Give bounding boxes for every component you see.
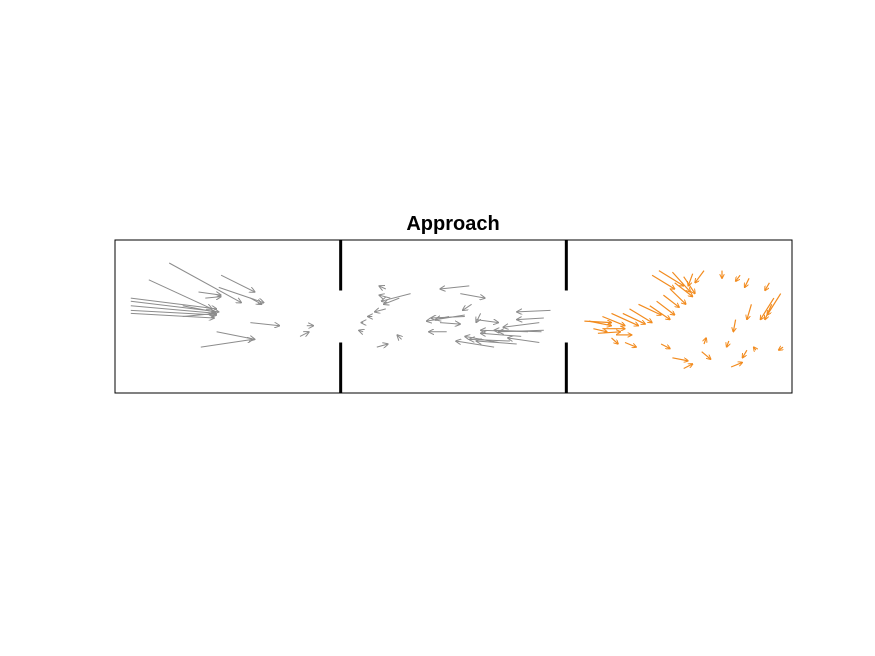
arrow-right-3 (671, 271, 690, 292)
arrows-right-region (584, 270, 784, 370)
arrow-left-11 (130, 312, 215, 318)
arrow-middle-27 (439, 323, 460, 325)
arrow-right-13 (611, 312, 639, 325)
arrow-right-8 (656, 300, 675, 315)
arrow-middle-16 (503, 322, 540, 328)
arrow-middle-28 (397, 335, 402, 340)
arrow-middle-23 (456, 341, 495, 348)
arrow-right-35 (765, 282, 770, 291)
arrow-right-36 (745, 278, 750, 287)
arrow-right-14 (602, 315, 625, 326)
arrow-left-7 (130, 297, 217, 309)
arrows-left-region (130, 262, 314, 348)
arrow-left-1 (168, 262, 241, 303)
arrow-right-12 (622, 312, 646, 324)
arrow-right-41 (760, 297, 775, 320)
arrow-left-16 (216, 331, 255, 340)
arrow-right-39 (695, 270, 705, 283)
arrow-middle-2 (384, 297, 400, 304)
arrow-right-31 (727, 340, 729, 347)
arrow-middle-31 (376, 344, 388, 347)
arrow-middle-19 (481, 330, 529, 332)
arrow-right-10 (638, 303, 662, 315)
arrow-right-9 (649, 305, 670, 320)
arrow-right-1 (651, 274, 675, 289)
arrow-left-4 (218, 286, 264, 302)
walls (339, 240, 568, 393)
arrow-right-25 (683, 364, 693, 370)
arrow-left-14 (250, 297, 261, 304)
arrow-right-33 (747, 304, 752, 319)
arrow-middle-8 (435, 317, 450, 320)
arrow-right-29 (742, 349, 748, 358)
arrow-middle-10 (460, 293, 485, 299)
arrow-left-2 (148, 279, 212, 309)
arrow-middle-9 (463, 303, 472, 310)
arrow-left-5 (198, 292, 222, 295)
arrow-left-13 (182, 313, 217, 317)
arrow-middle-5 (375, 309, 386, 312)
arrow-left-15 (250, 322, 279, 326)
arrow-middle-20 (481, 333, 522, 337)
arrow-right-32 (733, 319, 735, 332)
arrow-right-30 (754, 347, 756, 350)
arrow-middle-12 (476, 320, 499, 323)
chart-title: Approach (406, 213, 499, 235)
arrow-left-9 (130, 305, 217, 314)
arrow-right-6 (669, 288, 686, 304)
arrow-right-21 (611, 337, 619, 344)
arrow-left-12 (182, 305, 215, 312)
arrow-middle-32 (359, 330, 364, 332)
arrow-middle-24 (476, 341, 517, 345)
arrow-right-20 (593, 328, 607, 332)
arrow-left-6 (205, 297, 221, 299)
arrow-left-18 (299, 332, 309, 337)
arrow-middle-11 (440, 285, 470, 289)
arrow-right-5 (674, 282, 693, 297)
arrow-right-11 (629, 308, 653, 323)
arrow-right-26 (701, 351, 711, 360)
arrow-right-27 (704, 338, 706, 345)
arrow-right-7 (663, 294, 679, 307)
arrow-right-40 (688, 273, 694, 286)
arrow-right-37 (736, 274, 741, 281)
arrow-middle-25 (508, 338, 540, 343)
arrow-right-42 (767, 293, 782, 315)
arrows-middle-region (359, 286, 551, 347)
arrow-middle-14 (517, 310, 551, 312)
arrow-middle-3 (379, 295, 391, 298)
arrow-left-3 (220, 274, 255, 292)
arrow-right-24 (672, 357, 688, 361)
arrow-middle-13 (476, 313, 481, 322)
arrow-middle-1 (381, 293, 411, 302)
arrow-right-28 (730, 362, 742, 368)
arrow-right-23 (660, 343, 670, 349)
arrow-right-43 (779, 347, 784, 350)
arrow-middle-15 (517, 318, 544, 320)
arrow-right-19 (584, 321, 611, 323)
arrow-left-19 (200, 339, 253, 348)
arrow-right-22 (624, 341, 636, 348)
arrow-right-17 (597, 332, 621, 334)
arrow-right-2 (658, 270, 684, 286)
arrow-middle-4 (379, 286, 387, 289)
plot-frame (114, 239, 793, 394)
